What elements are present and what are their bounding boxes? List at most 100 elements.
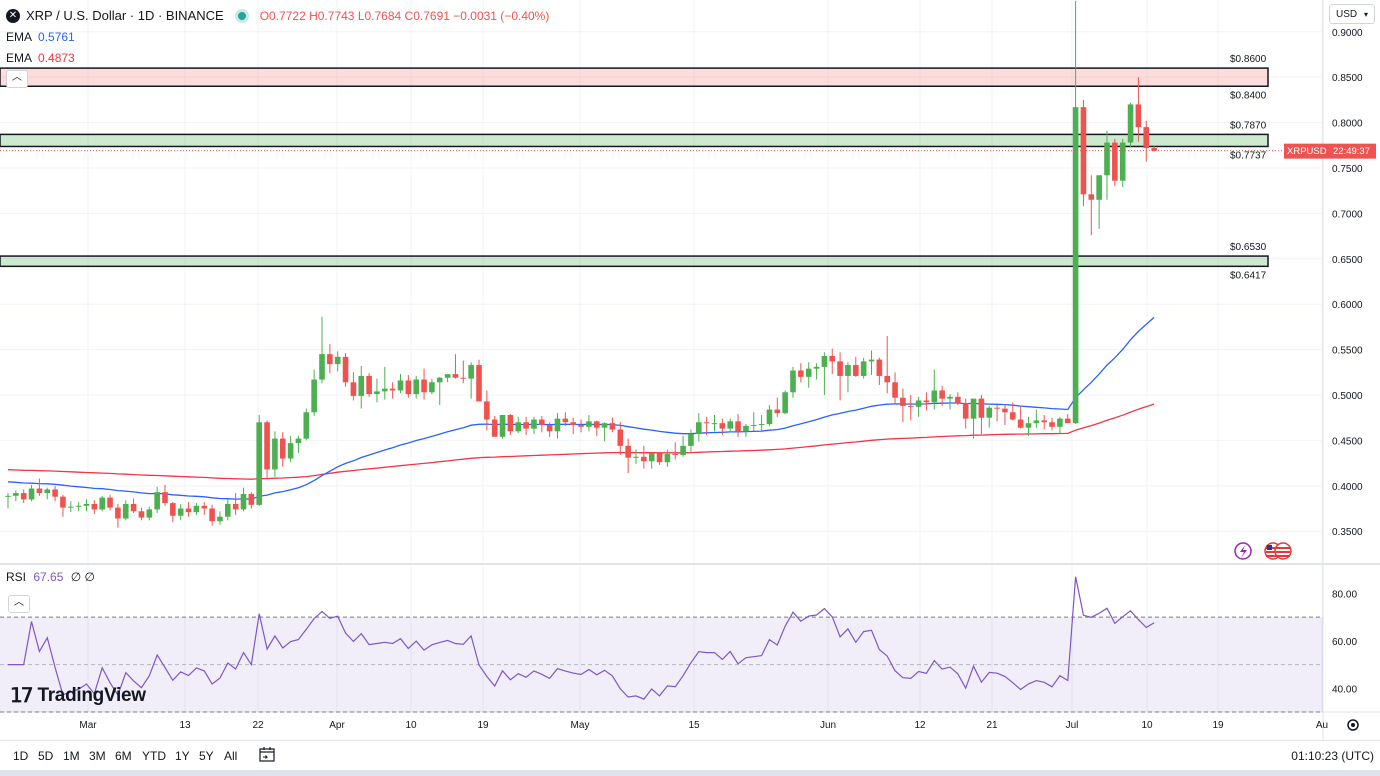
time-axis-tick: Jun	[820, 720, 836, 731]
candle	[366, 373, 372, 397]
candle	[672, 442, 679, 460]
timeframe-3m[interactable]: 3M	[89, 749, 106, 763]
candle-body	[52, 489, 58, 497]
candle	[130, 498, 137, 514]
utc-clock[interactable]: 01:10:23 (UTC)	[1291, 749, 1374, 763]
candle-body	[256, 422, 262, 505]
candle-body	[727, 421, 733, 429]
rsi-axis-tick: 80.00	[1332, 589, 1357, 600]
candle-body	[641, 456, 647, 462]
time-axis[interactable]: Mar 13 22 Apr 10 19 May 15 Jun 12 21 Jul 10 19 Au	[79, 720, 1328, 731]
candle-body	[1017, 419, 1024, 428]
candle	[531, 416, 537, 435]
candle-body	[790, 370, 796, 393]
candle-body	[554, 418, 561, 432]
price-axis-tick: 0.8500	[1332, 73, 1363, 84]
currency-selector[interactable]: USD ▾	[1329, 4, 1375, 24]
candle	[75, 502, 82, 512]
collapse-rsi-button[interactable]: ︿	[8, 595, 30, 613]
candle-body	[413, 379, 419, 395]
candle	[99, 495, 105, 512]
candle	[750, 412, 757, 432]
candle-body	[444, 374, 451, 378]
candle-body	[28, 488, 35, 500]
ema1-label[interactable]: EMA	[6, 30, 33, 44]
us-flag-icon[interactable]	[1264, 542, 1292, 560]
brand-name: TradingView	[37, 684, 146, 706]
rsi-label[interactable]: RSI	[6, 570, 27, 584]
candle	[1049, 417, 1055, 431]
candle-body	[633, 456, 639, 458]
candle-body	[13, 493, 19, 496]
candle-body	[36, 488, 43, 494]
candle	[1096, 175, 1102, 229]
candle	[185, 502, 192, 517]
ema2-value: 0.4873	[38, 51, 75, 65]
candle-body	[452, 374, 459, 378]
time-axis-tick: 19	[1212, 720, 1224, 731]
candle-body	[688, 434, 694, 446]
candle	[334, 351, 341, 372]
candle-body	[209, 508, 215, 522]
time-axis-tick: Au	[1316, 720, 1328, 731]
candle-body	[986, 407, 993, 418]
timeframe-1d[interactable]: 1D	[13, 749, 29, 763]
candle-body	[1088, 194, 1095, 200]
timeframe-6m[interactable]: 6M	[115, 749, 132, 763]
candle-body	[1057, 418, 1063, 427]
candle	[782, 390, 788, 415]
candle-body	[900, 397, 906, 406]
candle-body	[154, 492, 160, 510]
symbol-title[interactable]: XRP / U.S. Dollar · 1D · BINANCE	[26, 8, 224, 23]
price-axis[interactable]: 0.9000 0.8500 0.8000 0.7500 0.7000 0.6500 0.60…	[0, 0, 1380, 740]
candle-body	[648, 453, 655, 462]
candle	[570, 417, 576, 435]
candle-body	[829, 355, 836, 362]
candle-body	[287, 443, 294, 459]
candle-body	[99, 497, 105, 510]
candle	[217, 511, 223, 525]
candle	[421, 368, 427, 400]
collapse-legend-button[interactable]: ︿	[6, 70, 28, 88]
candle-body	[907, 405, 914, 407]
candle	[633, 449, 639, 465]
candle-body	[672, 454, 679, 456]
timeframe-5y[interactable]: 5Y	[199, 749, 214, 763]
candle	[146, 506, 153, 521]
time-axis-tick: May	[571, 720, 590, 731]
settings-icon[interactable]	[1347, 719, 1359, 731]
tradingview-logo[interactable]: 𝟣𝟩 TradingView	[10, 683, 146, 708]
candle	[115, 503, 121, 528]
candle-body	[389, 388, 396, 391]
candle	[389, 382, 396, 399]
candle-body	[1143, 127, 1150, 149]
candle-body	[711, 423, 718, 425]
candle-body	[91, 503, 98, 510]
candle	[774, 397, 781, 417]
timeframe-ytd[interactable]: YTD	[142, 749, 166, 763]
candle	[586, 414, 592, 432]
candle-body	[405, 380, 412, 395]
resistance-zone	[0, 67, 1269, 88]
candle	[860, 357, 867, 379]
candle-body	[1096, 175, 1102, 200]
calendar-icon[interactable]	[258, 746, 276, 762]
candle	[295, 435, 302, 454]
candle-body	[546, 424, 553, 432]
timeframe-1m[interactable]: 1M	[63, 749, 80, 763]
last-price-tag: XRPUSD 22:49:37	[1284, 143, 1376, 159]
ema2-label[interactable]: EMA	[6, 51, 33, 65]
candle-body	[225, 503, 231, 517]
timeframe-1y[interactable]: 1Y	[175, 749, 190, 763]
timeframe-all[interactable]: All	[224, 749, 238, 763]
candle	[656, 452, 663, 465]
candle	[900, 388, 906, 423]
lightning-icon[interactable]	[1234, 542, 1252, 560]
candle-body	[719, 423, 726, 429]
candle	[264, 420, 270, 479]
candle-body	[476, 365, 482, 402]
candle	[60, 494, 66, 517]
timeframe-5d[interactable]: 5D	[38, 749, 54, 763]
candle	[405, 375, 412, 398]
